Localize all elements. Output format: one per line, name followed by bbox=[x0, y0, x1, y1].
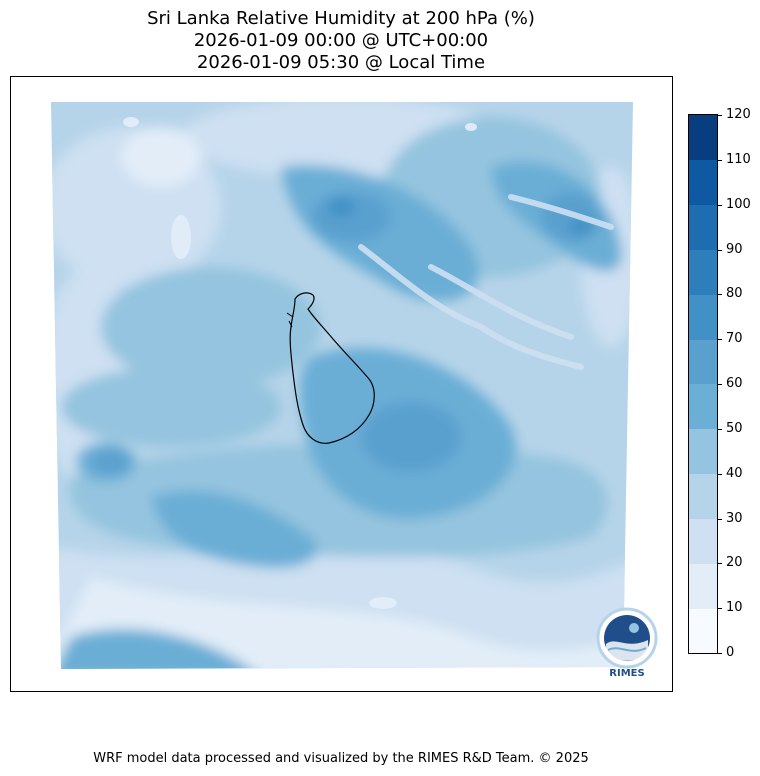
colorbar bbox=[688, 114, 718, 654]
colorbar-tick-label: 10 bbox=[726, 600, 743, 616]
title-line-3: 2026-01-09 05:30 @ Local Time bbox=[196, 52, 486, 73]
colorbar-tick bbox=[717, 204, 722, 206]
colorbar-tick bbox=[717, 384, 722, 385]
footer-credit: WRF model data processed and visualized … bbox=[93, 751, 589, 766]
colorbar-segment bbox=[689, 339, 717, 385]
colorbar-tick-label: 110 bbox=[726, 151, 751, 167]
colorbar-tick bbox=[717, 339, 722, 341]
colorbar-segment bbox=[689, 518, 717, 564]
colorbar-tick-label: 90 bbox=[726, 241, 743, 257]
colorbar-tick-label: 40 bbox=[726, 465, 743, 481]
colorbar-segment bbox=[689, 384, 717, 430]
sri-lanka-coastline bbox=[289, 292, 375, 444]
humidity-contours bbox=[51, 102, 633, 669]
colorbar-tick bbox=[717, 428, 722, 430]
colorbar-segment bbox=[689, 204, 717, 250]
colorbar-segment bbox=[689, 294, 717, 340]
colorbar-tick bbox=[717, 563, 722, 565]
logo-text: RIMES bbox=[609, 668, 644, 679]
map-frame bbox=[10, 76, 673, 692]
colorbar-tick-label: 50 bbox=[726, 420, 743, 436]
colorbar-tick-label: 80 bbox=[726, 286, 743, 302]
colorbar-segment bbox=[689, 115, 717, 161]
colorbar-segment bbox=[689, 428, 717, 475]
colorbar-tick-label: 30 bbox=[726, 510, 743, 526]
colorbar-tick bbox=[717, 608, 722, 610]
colorbar-tick bbox=[717, 159, 722, 161]
colorbar-segment bbox=[689, 159, 717, 206]
colorbar-tick-label: 70 bbox=[726, 331, 743, 347]
title-line-1: Sri Lanka Relative Humidity at 200 hPa (… bbox=[147, 8, 535, 29]
colorbar-tick-label: 20 bbox=[726, 555, 743, 571]
colorbar-tick bbox=[717, 249, 722, 251]
colorbar-tick bbox=[717, 115, 722, 116]
colorbar-segment bbox=[689, 563, 717, 609]
map-title: Sri Lanka Relative Humidity at 200 hPa (… bbox=[0, 8, 682, 74]
colorbar-tick bbox=[717, 518, 722, 520]
colorbar-tick bbox=[717, 473, 722, 475]
colorbar-segment bbox=[689, 473, 717, 519]
colorbar-tick-label: 100 bbox=[726, 196, 751, 212]
humidity-field-map bbox=[51, 102, 633, 669]
rimes-logo: RIMES bbox=[594, 606, 660, 680]
colorbar-segment bbox=[689, 249, 717, 295]
colorbar-tick-label: 120 bbox=[726, 107, 751, 122]
colorbar-tick-label: 0 bbox=[726, 645, 735, 660]
colorbar-tick bbox=[717, 294, 722, 296]
colorbar-segment bbox=[689, 608, 717, 654]
colorbar-tick bbox=[717, 653, 722, 654]
colorbar-tick-label: 60 bbox=[726, 376, 743, 391]
title-line-2: 2026-01-09 00:00 @ UTC+00:00 bbox=[193, 30, 489, 51]
